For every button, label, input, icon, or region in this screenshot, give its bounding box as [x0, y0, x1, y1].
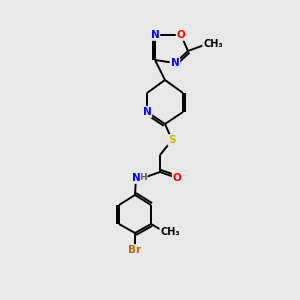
Text: N: N: [142, 107, 152, 117]
Text: CH₃: CH₃: [203, 39, 223, 49]
Text: Br: Br: [128, 245, 142, 255]
Text: O: O: [172, 173, 182, 183]
Text: N: N: [171, 58, 179, 68]
Text: N: N: [151, 30, 159, 40]
Text: H: H: [139, 173, 147, 182]
Text: O: O: [177, 30, 185, 40]
Text: CH₃: CH₃: [160, 227, 180, 237]
Text: N: N: [132, 173, 140, 183]
Text: S: S: [168, 135, 176, 145]
